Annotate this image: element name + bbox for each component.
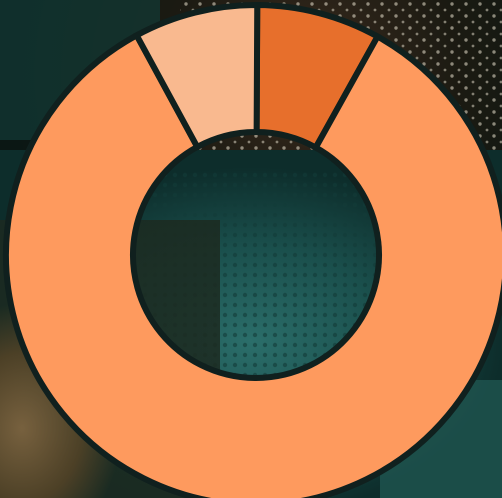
donut-slice-3 <box>132 2 261 151</box>
donut-slice-1 <box>3 31 502 498</box>
